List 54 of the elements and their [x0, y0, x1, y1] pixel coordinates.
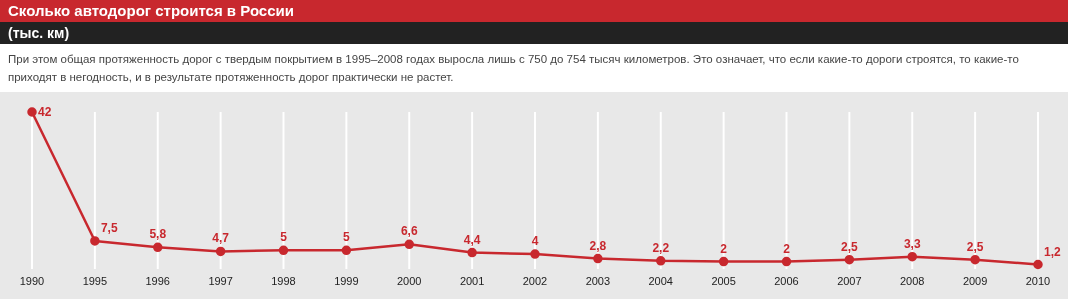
- point: [90, 236, 100, 246]
- x-tick-label: 2010: [1025, 274, 1051, 287]
- x-tick-label: 2003: [585, 274, 611, 287]
- point: [1033, 259, 1043, 270]
- text: При этом общая протяженность дорог с твердым покрытием в 1995–2008 годах выросла лишь с 750 до 754 тысяч километров. Это означает, что если какие-то дороги строятся, то какие-то приходят в негодность, и в результате протяженность дорог практически не растет.: [8, 52, 1020, 85]
- x-tick-label: 1999: [334, 274, 359, 287]
- point: [530, 249, 540, 259]
- x-tick-label: 2005: [711, 274, 736, 287]
- point: [215, 246, 226, 257]
- point: [781, 256, 792, 267]
- chart-subtitle: (тыс. км): [0, 22, 1068, 44]
- x-tick-label: 1998: [271, 274, 296, 287]
- data-label: 2,2: [652, 240, 670, 255]
- point: [970, 254, 980, 265]
- data-label: 4,4: [463, 232, 481, 247]
- x-tick-label: 1995: [82, 274, 108, 287]
- data-label: 1,2: [1044, 244, 1062, 259]
- x-tick-label: 2004: [648, 274, 673, 287]
- data-label: 2: [783, 241, 791, 256]
- x-tick-label: 2007: [837, 274, 862, 287]
- point: [27, 107, 37, 117]
- data-label: 42: [38, 105, 52, 119]
- point: [907, 251, 917, 262]
- point: [656, 256, 666, 266]
- x-tick-label: 2009: [962, 274, 988, 287]
- chart-title: Сколько автодорог строится в России: [0, 0, 1068, 22]
- data-label: 2,5: [966, 239, 984, 254]
- data-label: 4,7: [212, 231, 230, 246]
- data-label: 7,5: [100, 220, 118, 235]
- data-label: 5: [343, 230, 351, 245]
- x-tick-label: 2001: [459, 274, 485, 287]
- x-tick-label: 1990: [19, 274, 45, 287]
- point: [467, 247, 477, 258]
- x-tick-label: 1996: [145, 274, 170, 287]
- point: [153, 242, 163, 253]
- point: [844, 254, 855, 265]
- point: [718, 256, 729, 267]
- x-tick-label: 2006: [774, 274, 799, 287]
- point: [404, 239, 414, 250]
- point: [593, 253, 603, 264]
- data-label: 2,5: [841, 239, 859, 254]
- data-label: 4: [531, 234, 539, 249]
- x-tick-label: 2000: [397, 274, 422, 287]
- x-tick-label: 2002: [522, 274, 548, 287]
- data-label: 3,3: [903, 236, 921, 251]
- data-label: 5: [280, 230, 288, 245]
- x-tick-label: 1997: [208, 274, 233, 287]
- x-tick-label: 2008: [900, 274, 925, 287]
- data-label: 2,8: [589, 238, 607, 253]
- point: [341, 245, 352, 256]
- data-label: 2: [720, 241, 728, 256]
- point: [278, 245, 289, 256]
- data-label: 6,6: [400, 224, 418, 239]
- data-label: 5,8: [149, 227, 167, 242]
